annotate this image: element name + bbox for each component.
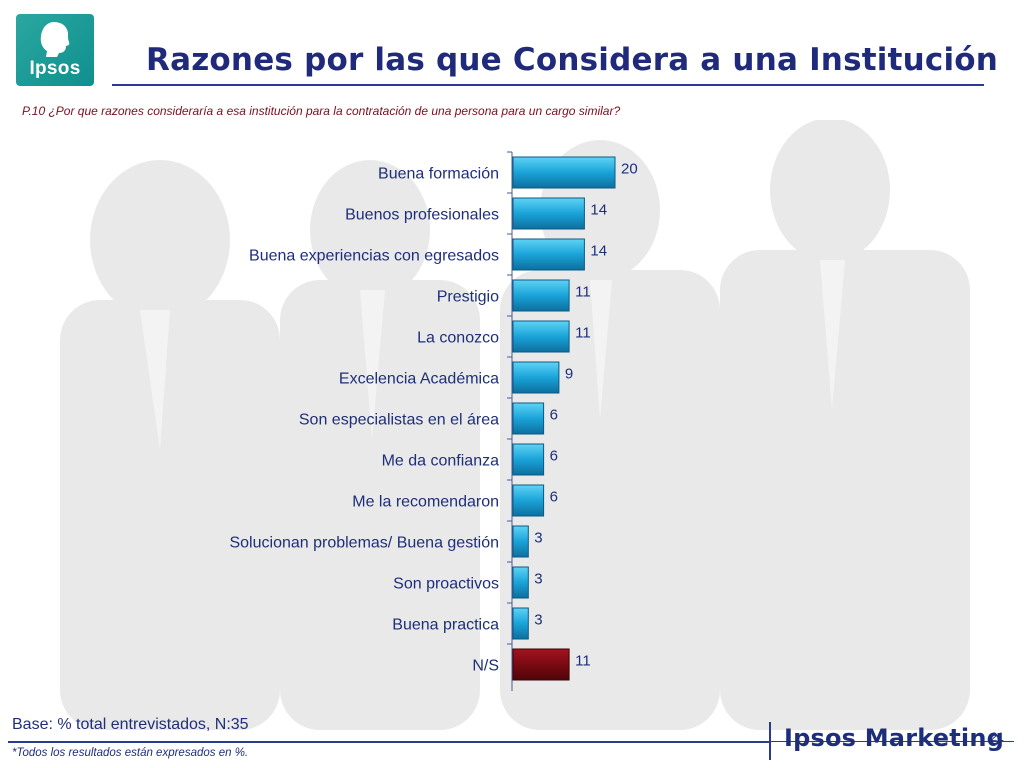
question-text: P.10 ¿Por que razones consideraría a esa… [22,104,621,118]
category-label: Buenos profesionales [345,207,499,224]
bar [512,320,570,353]
footnote: *Todos los resultados están expresados e… [12,747,249,759]
background-figures-image [60,120,970,730]
category-label: Prestigio [437,289,499,306]
page-number: 21 [990,730,1004,744]
bar-value-label: 14 [590,243,607,260]
bar-value-label: 11 [575,325,591,342]
page-title: Razones por las que Considera a una Inst… [146,42,999,78]
logo-text: Ipsos [29,58,81,79]
bar [512,566,529,599]
bar-value-label: 11 [575,653,591,670]
footer-divider-right [770,741,1014,742]
title-divider [112,84,984,86]
bar [512,648,570,681]
category-label: Buena formación [378,166,499,183]
category-label: La conozco [417,330,499,347]
head-silhouette-icon [40,22,70,57]
category-label: Son especialistas en el área [299,412,499,429]
category-label: Me da confianza [382,453,500,470]
bar-value-label: 9 [565,366,573,383]
bar-value-label: 20 [621,161,638,178]
footer-separator [769,722,771,760]
category-label: N/S [472,658,499,675]
category-label: Solucionan problemas/ Buena gestión [229,535,499,552]
bar-value-label: 6 [550,448,558,465]
bar-value-label: 3 [534,530,542,547]
ipsos-logo: Ipsos [16,14,94,86]
category-label: Me la recomendaron [352,494,499,511]
bar [512,197,585,230]
bar [512,484,545,517]
bar-value-label: 6 [550,407,558,424]
bar-value-label: 3 [534,571,542,588]
bar-value-label: 6 [550,489,558,506]
bar [512,279,570,312]
base-note: Base: % total entrevistados, N:35 [12,716,249,733]
bar [512,361,560,394]
category-label: Excelencia Académica [339,371,499,388]
bar [512,402,545,435]
bar [512,156,616,189]
bar [512,607,529,640]
category-label: Buena practica [392,617,499,634]
footer-divider [8,741,770,743]
bar [512,525,529,558]
bar-chart: Buena formación 20 Buenos profesionales 14 B… [229,151,638,691]
bar-value-label: 11 [575,284,591,301]
bar-value-label: 14 [590,202,607,219]
category-label: Buena experiencias con egresados [249,248,499,265]
bar [512,238,585,271]
category-label: Son proactivos [393,576,499,593]
bar-value-label: 3 [534,612,542,629]
bar [512,443,545,476]
brand-name: Ipsos Marketing [784,724,1004,752]
